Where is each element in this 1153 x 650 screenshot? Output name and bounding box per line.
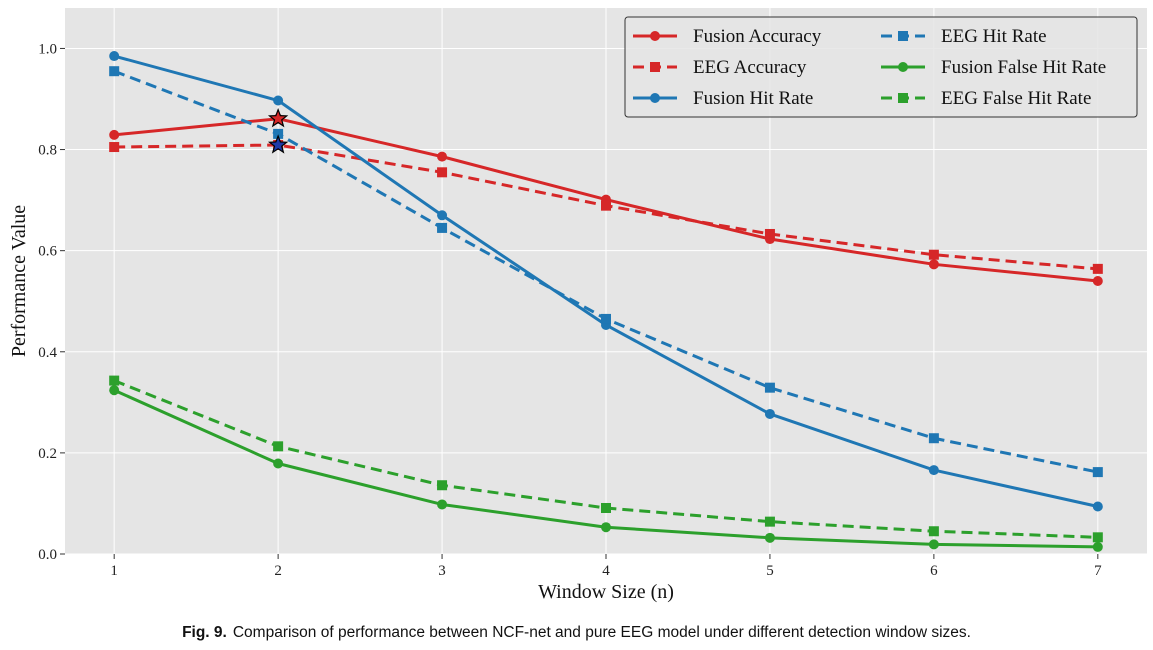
data-point: [764, 382, 775, 393]
data-point: [764, 408, 775, 419]
data-point: [109, 142, 120, 153]
data-point: [1092, 541, 1103, 552]
series-eeg-false-hit-rate: [109, 375, 1103, 543]
y-tick-label: 0.0: [38, 547, 57, 563]
y-tick-label: 1.0: [38, 41, 57, 57]
data-point: [928, 465, 939, 476]
data-point: [437, 222, 448, 233]
data-point: [437, 151, 448, 162]
figure-caption: Fig. 9. Comparison of performance between…: [0, 624, 1153, 642]
data-point: [928, 259, 939, 270]
data-point: [764, 516, 775, 527]
annotations: [267, 108, 289, 154]
x-tick-label: 2: [274, 563, 282, 579]
data-point: [1092, 467, 1103, 478]
caption-label: Fig. 9.: [182, 624, 227, 641]
legend-label: EEG False Hit Rate: [941, 88, 1091, 109]
data-point: [1092, 263, 1103, 274]
legend-entry: EEG Hit Rate: [881, 26, 1047, 47]
legend-marker: [650, 62, 660, 72]
legend-marker: [650, 93, 660, 103]
legend-entry: Fusion False Hit Rate: [881, 57, 1106, 78]
data-point: [1092, 276, 1103, 286]
axes: 0.0 0.2 0.4 0.6 0.8 1.0 1 2 3 4 5 6 7: [38, 41, 1102, 579]
data-point: [601, 313, 611, 324]
legend-entry: Fusion Hit Rate: [633, 88, 813, 109]
data-point: [109, 385, 120, 396]
legend-label: Fusion Hit Rate: [693, 88, 813, 109]
data-point: [928, 539, 939, 550]
data-point: [437, 210, 448, 221]
data-point: [437, 167, 448, 178]
data-point: [273, 128, 284, 139]
legend-label: EEG Hit Rate: [941, 26, 1047, 47]
data-point: [928, 526, 939, 537]
x-tick-label: 4: [602, 563, 610, 579]
star-marker: [267, 134, 289, 154]
legend-entry: EEG Accuracy: [633, 57, 807, 78]
legend-marker: [898, 93, 908, 103]
legend-marker: [650, 31, 660, 41]
y-tick-label: 0.6: [38, 244, 57, 260]
data-point: [601, 200, 611, 211]
y-tick-label: 0.8: [38, 143, 57, 159]
data-point: [109, 51, 120, 62]
star-marker: [267, 108, 289, 128]
legend-marker: [898, 62, 908, 72]
data-point: [437, 480, 448, 491]
data-point: [109, 129, 120, 140]
data-point: [928, 433, 939, 444]
x-tick-label: 3: [438, 563, 446, 579]
data-point: [437, 499, 448, 510]
legend-entry: Fusion Accuracy: [633, 26, 822, 47]
legend-marker: [898, 31, 908, 41]
y-tick-label: 0.2: [38, 446, 57, 462]
data-point: [928, 249, 939, 260]
data-point: [601, 522, 611, 533]
caption-text: Comparison of performance between NCF-ne…: [232, 624, 971, 641]
data-point: [1092, 501, 1103, 512]
data-point: [601, 502, 611, 513]
performance-chart: 0.0 0.2 0.4 0.6 0.8 1.0 1 2 3 4 5 6 7 Fusion Accurac…: [8, 8, 1147, 603]
x-tick-label: 5: [766, 563, 774, 579]
x-tick-label: 7: [1094, 563, 1102, 579]
x-tick-label: 1: [110, 563, 118, 579]
data-point: [1092, 532, 1103, 543]
legend: Fusion Accuracy EEG Accuracy Fusion Hit Ra…: [624, 16, 1138, 118]
data-point: [764, 532, 775, 543]
legend-label: Fusion Accuracy: [693, 26, 822, 47]
data-point: [109, 375, 120, 386]
series-eeg-hit-rate: [109, 66, 1103, 478]
data-point: [273, 441, 284, 452]
data-point: [109, 66, 120, 77]
series-fusion-false-hit-rate: [109, 385, 1103, 552]
data-point: [273, 458, 284, 469]
legend-entry: EEG False Hit Rate: [881, 88, 1091, 109]
data-point: [273, 95, 284, 106]
y-tick-label: 0.4: [38, 345, 57, 361]
series-fusion-hit-rate: [109, 51, 1103, 512]
x-axis-title: Window Size (n): [538, 581, 674, 603]
legend-label: Fusion False Hit Rate: [941, 57, 1106, 78]
x-tick-label: 6: [930, 563, 938, 579]
y-axis-title: Performance Value: [8, 205, 30, 357]
legend-label: EEG Accuracy: [693, 57, 807, 78]
data-point: [764, 228, 775, 239]
